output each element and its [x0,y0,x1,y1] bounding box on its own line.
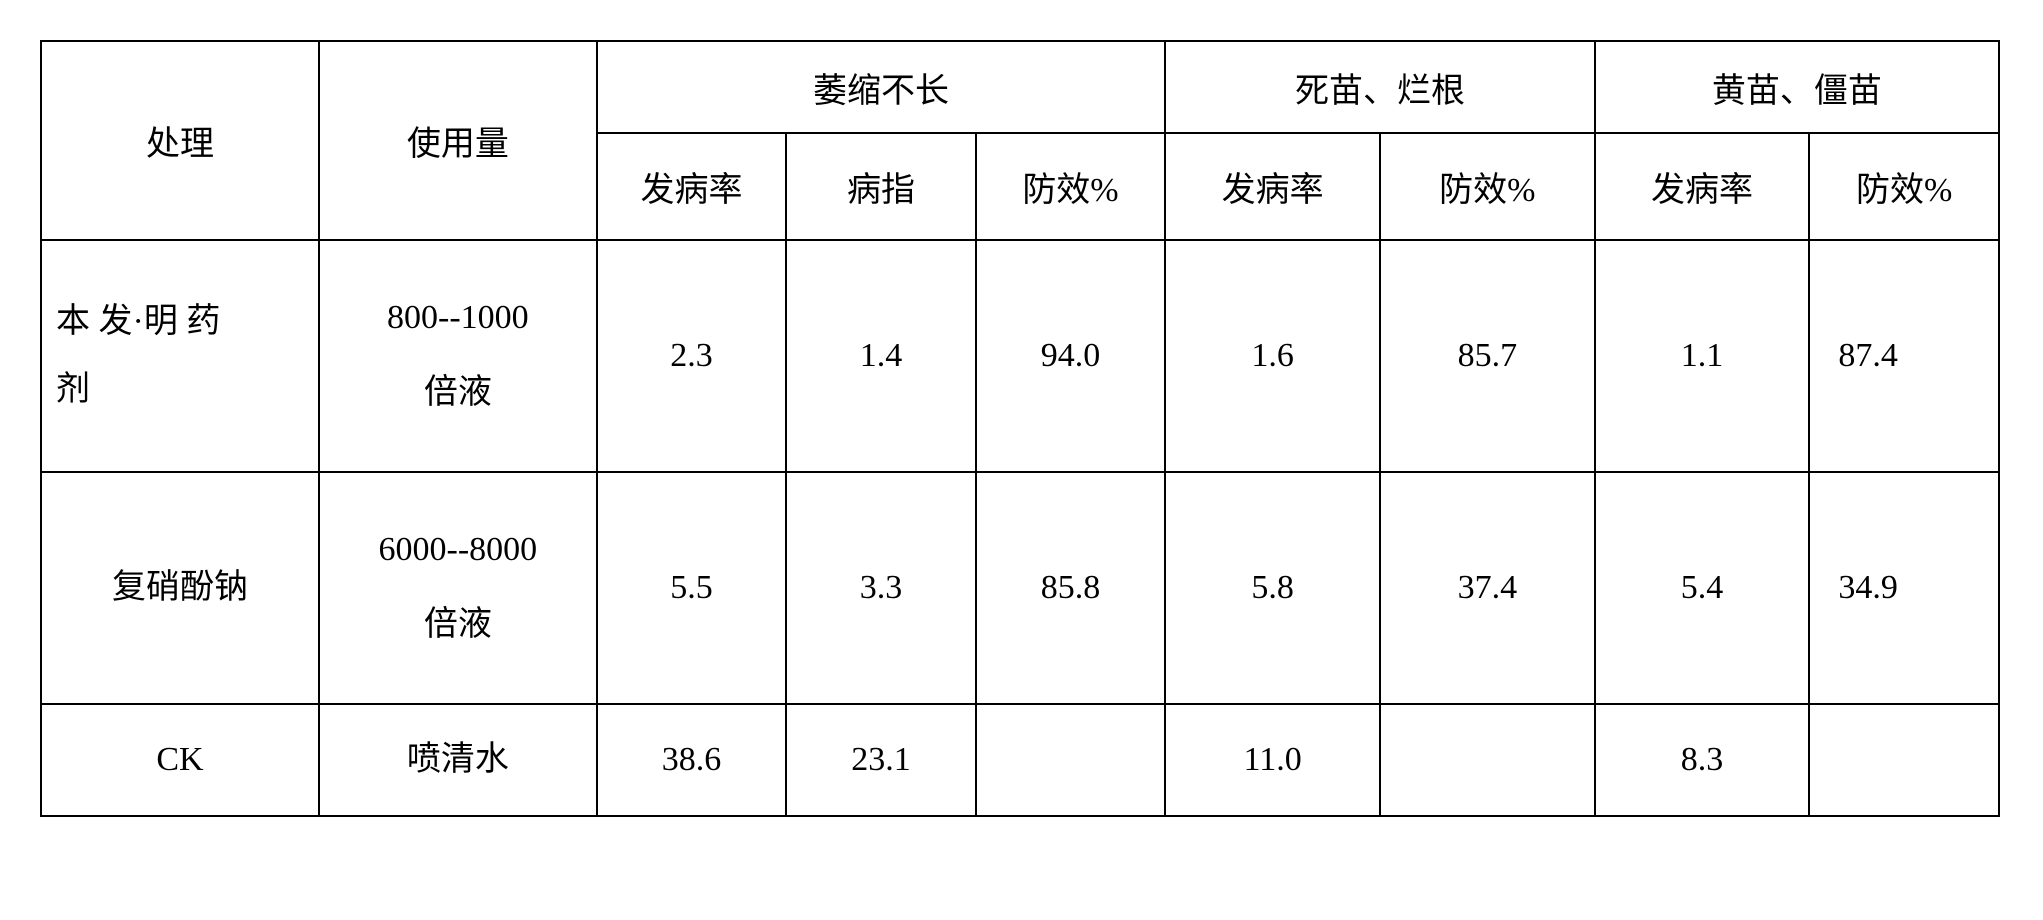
col-g1-rate: 发病率 [597,133,786,240]
cell-treatment: 复硝酚钠 [41,472,319,704]
treatment-line2: 剂 [56,371,90,408]
cell-usage: 喷清水 [319,704,597,816]
cell-g2-eff: 37.4 [1380,472,1595,704]
cell-g1-rate: 5.5 [597,472,786,704]
table-row: 本 发·明 药 剂 800--1000 倍液 2.3 1.4 94.0 1.6 … [41,240,1999,472]
cell-g1-eff: 94.0 [976,240,1165,472]
cell-g3-eff [1809,704,1999,816]
col-group2: 死苗、烂根 [1165,41,1594,133]
cell-treatment: 本 发·明 药 剂 [41,240,319,472]
col-g3-rate: 发病率 [1595,133,1810,240]
cell-g2-rate: 1.6 [1165,240,1380,472]
cell-g1-index: 1.4 [786,240,975,472]
col-g1-eff: 防效% [976,133,1165,240]
treatment-line1: 复硝酚钠 [112,569,248,606]
data-table: 处理 使用量 萎缩不长 死苗、烂根 黄苗、僵苗 发病率 病指 防效% 发病率 防… [40,40,2000,817]
cell-g2-eff: 85.7 [1380,240,1595,472]
col-g1-index: 病指 [786,133,975,240]
cell-g3-eff: 34.9 [1809,472,1999,704]
treatment-line1: CK [156,741,203,778]
cell-g3-rate: 5.4 [1595,472,1810,704]
cell-usage: 6000--8000 倍液 [319,472,597,704]
cell-g1-eff [976,704,1165,816]
cell-g3-rate: 8.3 [1595,704,1810,816]
col-group3: 黄苗、僵苗 [1595,41,1999,133]
cell-treatment: CK [41,704,319,816]
treatment-line1: 本 发·明 药 [56,303,220,340]
cell-g1-eff: 85.8 [976,472,1165,704]
cell-g2-rate: 11.0 [1165,704,1380,816]
table-row: CK 喷清水 38.6 23.1 11.0 8.3 [41,704,1999,816]
col-g3-eff: 防效% [1809,133,1999,240]
usage-line2: 倍液 [424,606,492,643]
col-group1: 萎缩不长 [597,41,1165,133]
cell-g3-rate: 1.1 [1595,240,1810,472]
cell-g1-rate: 38.6 [597,704,786,816]
table-header-row: 处理 使用量 萎缩不长 死苗、烂根 黄苗、僵苗 [41,41,1999,133]
cell-g2-eff [1380,704,1595,816]
col-treatment: 处理 [41,41,319,240]
cell-usage: 800--1000 倍液 [319,240,597,472]
usage-line1: 6000--8000 [379,531,538,568]
cell-g1-index: 3.3 [786,472,975,704]
col-g2-rate: 发病率 [1165,133,1380,240]
cell-g3-eff: 87.4 [1809,240,1999,472]
cell-g1-index: 23.1 [786,704,975,816]
table-row: 复硝酚钠 6000--8000 倍液 5.5 3.3 85.8 5.8 37.4… [41,472,1999,704]
col-usage: 使用量 [319,41,597,240]
usage-line1: 800--1000 [387,299,529,336]
cell-g2-rate: 5.8 [1165,472,1380,704]
col-g2-eff: 防效% [1380,133,1595,240]
usage-line2: 倍液 [424,374,492,411]
usage-line1: 喷清水 [407,741,509,778]
cell-g1-rate: 2.3 [597,240,786,472]
